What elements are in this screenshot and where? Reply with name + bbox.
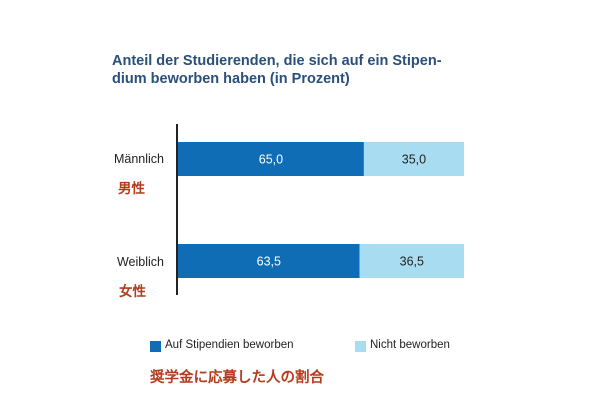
category-label-female: Weiblich — [116, 255, 164, 269]
chart-title: Anteil der Studierenden, die sich auf ei… — [112, 52, 482, 88]
caption-ja: 奨学金に応募した人の割合 — [150, 370, 324, 386]
data-label-not-applied-female: 36,5 — [400, 255, 424, 269]
legend-label-applied: Auf Stipendien beworben — [165, 339, 294, 351]
bar-not-applied-female — [359, 244, 464, 278]
chart-title-line-1: Anteil der Studierenden, die sich auf ei… — [112, 53, 442, 69]
chart-title-line-2: dium beworben haben (in Prozent) — [112, 71, 350, 87]
data-label-applied-male: 65,0 — [259, 153, 283, 167]
bar-group: 65,0 35,0 63,5 36,5 — [178, 142, 464, 278]
category-label-male-ja: 男性 — [118, 181, 145, 197]
legend-label-not-applied: Nicht beworben — [370, 339, 450, 351]
data-label-applied-female: 63,5 — [257, 255, 281, 269]
legend-swatch-not-applied — [355, 341, 366, 352]
data-label-not-applied-male: 35,0 — [402, 153, 426, 167]
category-label-male: Männlich — [113, 152, 164, 166]
bar-applied-male — [178, 142, 364, 176]
category-label-female-ja: 女性 — [119, 284, 146, 300]
bar-applied-female — [178, 244, 360, 278]
legend-swatch-applied — [150, 341, 161, 352]
bar-not-applied-male — [363, 142, 464, 176]
